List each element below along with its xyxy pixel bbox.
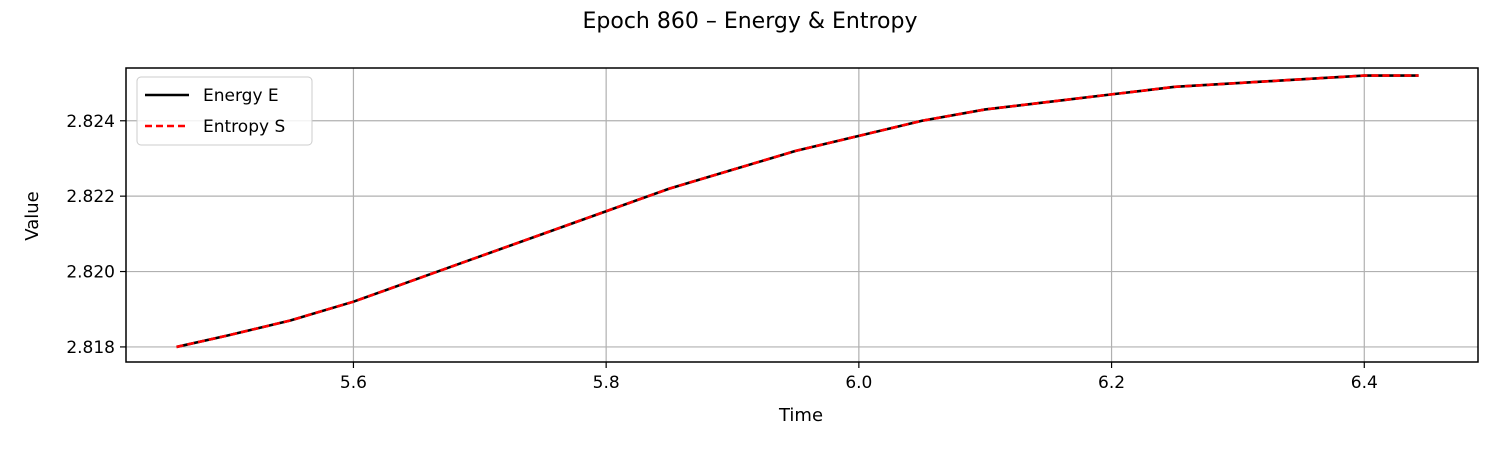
- x-tick-label: 6.0: [845, 373, 872, 393]
- series-line-1: [176, 74, 1419, 349]
- x-tick-label: 6.2: [1098, 373, 1125, 393]
- legend: Energy E Entropy S: [136, 76, 313, 146]
- y-axis: 2.818 2.820 2.822 2.824: [66, 112, 126, 358]
- x-axis-label: Time: [778, 405, 823, 426]
- y-tick-label: 2.820: [66, 263, 115, 283]
- x-tick-label: 5.6: [340, 373, 367, 393]
- y-axis-label: Value: [22, 191, 43, 240]
- y-tick-label: 2.824: [66, 112, 115, 132]
- x-tick-label: 6.4: [1351, 373, 1378, 393]
- legend-label-2: Entropy S: [203, 117, 285, 137]
- chart-title: Epoch 860 – Energy & Entropy: [583, 9, 918, 34]
- grid: [126, 68, 1478, 362]
- x-axis: 5.6 5.8 6.0 6.2 6.4: [340, 362, 1378, 393]
- plot-area-frame: [125, 67, 1479, 363]
- y-tick-label: 2.822: [66, 187, 115, 207]
- legend-label-1: Energy E: [203, 86, 279, 106]
- series-layer: [176, 74, 1419, 349]
- series-line-2: [176, 74, 1419, 349]
- y-tick-label: 2.818: [66, 338, 115, 358]
- x-tick-label: 5.8: [593, 373, 620, 393]
